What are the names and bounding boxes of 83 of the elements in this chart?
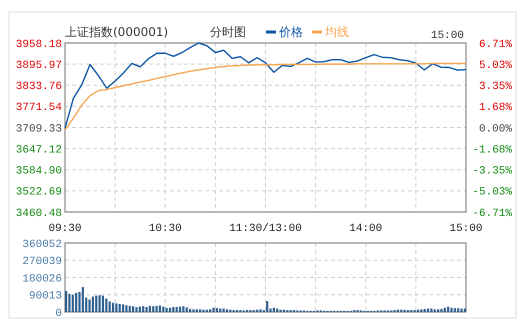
y-tick-label: 3709.33: [16, 123, 62, 136]
bar: [162, 306, 164, 312]
chart-title: 上证指数(000001): [65, 25, 168, 39]
y-tick-label: 180026: [22, 273, 62, 286]
bar: [142, 306, 144, 312]
bar: [98, 295, 101, 312]
bar: [196, 309, 198, 312]
bar: [430, 308, 432, 312]
bar: [209, 309, 212, 312]
x-tick-label: 14:00: [349, 223, 382, 235]
chart-subtitle: 分时图: [210, 25, 246, 39]
bar: [266, 301, 268, 312]
y2-tick-label: 6.71%: [478, 38, 512, 51]
y-tick-label: 3771.54: [16, 102, 62, 114]
bar: [145, 307, 148, 312]
y2-tick-label: -3.35%: [472, 166, 512, 178]
bar: [148, 306, 151, 312]
bar: [172, 307, 174, 312]
y-tick-label: 3833.76: [16, 81, 62, 94]
bar: [128, 306, 131, 312]
y-tick-label: 3895.97: [16, 60, 62, 72]
bar: [460, 308, 463, 312]
bar: [95, 296, 98, 312]
bar: [426, 308, 430, 312]
y-tick-label: 270039: [22, 256, 62, 268]
y-tick-label: 3584.90: [16, 166, 62, 178]
bar: [82, 287, 84, 312]
bar: [125, 305, 128, 312]
x-tick-label: 15:00: [449, 223, 483, 235]
bar: [118, 304, 121, 312]
bar: [434, 309, 436, 312]
y-tick-label: 3460.48: [16, 208, 62, 220]
y-tick-label: 3647.12: [16, 144, 62, 156]
line-series: [64, 62, 467, 131]
bar: [454, 308, 456, 312]
bar: [176, 307, 178, 312]
bar: [88, 300, 91, 312]
text: 15:00: [430, 30, 464, 42]
y-tick-label: 3958.18: [16, 38, 62, 51]
bar: [108, 301, 111, 312]
bar: [135, 307, 138, 312]
bar: [65, 290, 68, 312]
bar: [444, 308, 446, 312]
bar: [424, 308, 426, 312]
y2-tick-label: 0.00%: [478, 123, 512, 136]
y-tick-label: 3522.69: [16, 186, 62, 199]
bar: [222, 308, 225, 312]
bar: [155, 306, 158, 312]
y2-tick-label: 3.35%: [478, 81, 512, 94]
y2-tick-label: -5.03%: [472, 186, 512, 199]
bar: [464, 308, 466, 312]
x-tick-label: 09:30: [48, 223, 82, 235]
bar: [112, 302, 114, 312]
x-tick-label: 11:30/13:00: [229, 223, 302, 235]
bar: [152, 306, 154, 312]
bar: [122, 304, 124, 312]
x-tick-label: 10:30: [148, 223, 182, 235]
legend-label: 价格: [278, 25, 303, 40]
bar: [75, 292, 78, 312]
y2-tick-label: 1.68%: [478, 102, 512, 114]
bar: [68, 294, 71, 312]
y-tick-label: 360052: [22, 238, 62, 251]
bar: [216, 308, 218, 312]
bar: [186, 307, 188, 312]
bar: [92, 296, 94, 312]
y-tick-label: 0: [55, 308, 62, 320]
y2-tick-label: -6.71%: [472, 208, 512, 220]
y2-tick-label: -1.68%: [472, 144, 512, 157]
bar: [178, 306, 182, 312]
y-tick-label: 90013: [28, 290, 62, 303]
legend-label: 均线: [324, 25, 349, 40]
bar: [457, 308, 460, 312]
bar: [115, 303, 118, 312]
line-series: [64, 42, 467, 129]
bar: [72, 294, 74, 312]
bar: [276, 308, 278, 312]
y2-tick-label: 5.03%: [478, 60, 512, 72]
bar: [447, 306, 450, 312]
bar: [105, 298, 108, 312]
bar: [219, 308, 222, 312]
bar: [102, 296, 104, 312]
bar: [138, 306, 141, 312]
bar: [158, 305, 162, 312]
